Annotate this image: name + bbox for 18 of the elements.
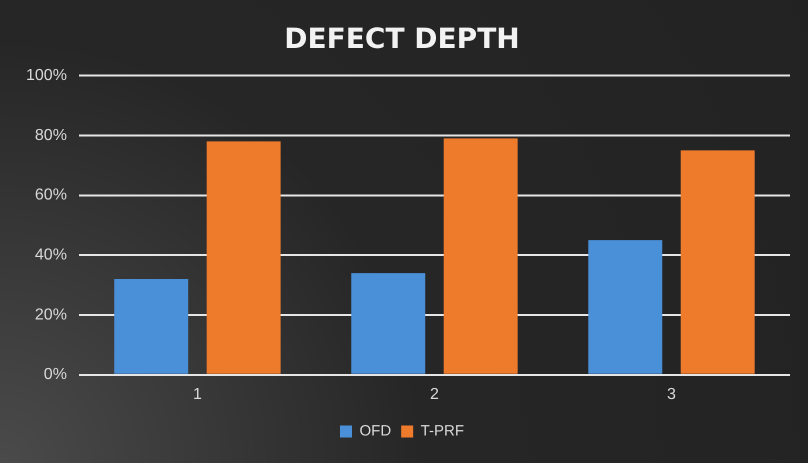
- y-tick-label: 40%: [34, 246, 67, 264]
- legend-label: OFD: [360, 422, 392, 440]
- y-tick-label: 80%: [34, 126, 67, 144]
- bar: [114, 279, 188, 374]
- bar: [680, 150, 755, 374]
- y-tick-label: 0%: [44, 366, 67, 384]
- bar: [444, 138, 518, 374]
- x-tick-label: 3: [667, 386, 676, 403]
- bar: [588, 240, 662, 374]
- x-tick-label: 1: [192, 386, 202, 403]
- x-tick-label: 2: [430, 386, 440, 403]
- y-tick-label: 100%: [26, 67, 67, 84]
- bar: [206, 141, 281, 374]
- legend-label: T-PRF: [420, 422, 464, 440]
- y-tick-label: 60%: [34, 186, 67, 204]
- y-tick-label: 20%: [34, 306, 67, 324]
- bar: [351, 273, 426, 374]
- chart-title: DEFECT DEPTH: [284, 22, 520, 56]
